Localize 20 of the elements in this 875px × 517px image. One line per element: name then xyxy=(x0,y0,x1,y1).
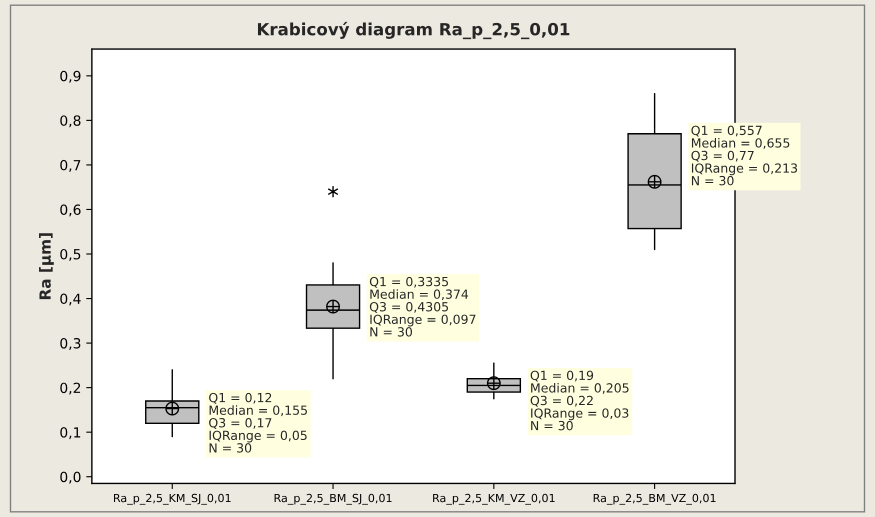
x-tick-label: Ra_p_2,5_BM_VZ_0,01 xyxy=(594,494,716,505)
annotation: Q1 = 0,3335 Median = 0,374 Q3 = 0,4305 IQRange = 0,097 N = 30 xyxy=(370,276,476,337)
annotation: Q1 = 0,12 Median = 0,155 Q3 = 0,17 IQRange = 0,05 N = 30 xyxy=(209,392,307,453)
y-tick-label: 0,1 xyxy=(60,427,80,440)
y-tick-label: 0,7 xyxy=(60,160,80,172)
y-tick-label: 0,4 xyxy=(60,294,81,306)
y-tick-label: 0,9 xyxy=(60,70,80,83)
y-tick-label: 0,5 xyxy=(60,248,80,261)
y-tick-label: 0,8 xyxy=(60,115,81,128)
x-tick-label: Ra_p_2,5_BM_SJ_0,01 xyxy=(274,494,392,505)
y-tick-label: 0,0 xyxy=(60,472,81,484)
chart-title: Krabicový diagram Ra_p_2,5_0,01 xyxy=(258,22,570,40)
y-axis-title: Ra [µm] xyxy=(39,233,54,300)
annotation: Q1 = 0,19 Median = 0,205 Q3 = 0,22 IQRange = 0,03 N = 30 xyxy=(530,370,629,430)
x-tick-label: Ra_p_2,5_KM_VZ_0,01 xyxy=(433,494,555,505)
x-tick-label: Ra_p_2,5_KM_SJ_0,01 xyxy=(114,494,231,505)
y-tick-label: 0,6 xyxy=(60,204,81,216)
annotation: Q1 = 0,557 Median = 0,655 Q3 = 0,77 IQRange = 0,213 N = 30 xyxy=(691,126,798,186)
y-tick-label: 0,3 xyxy=(60,338,80,350)
y-tick-label: 0,2 xyxy=(60,382,80,395)
